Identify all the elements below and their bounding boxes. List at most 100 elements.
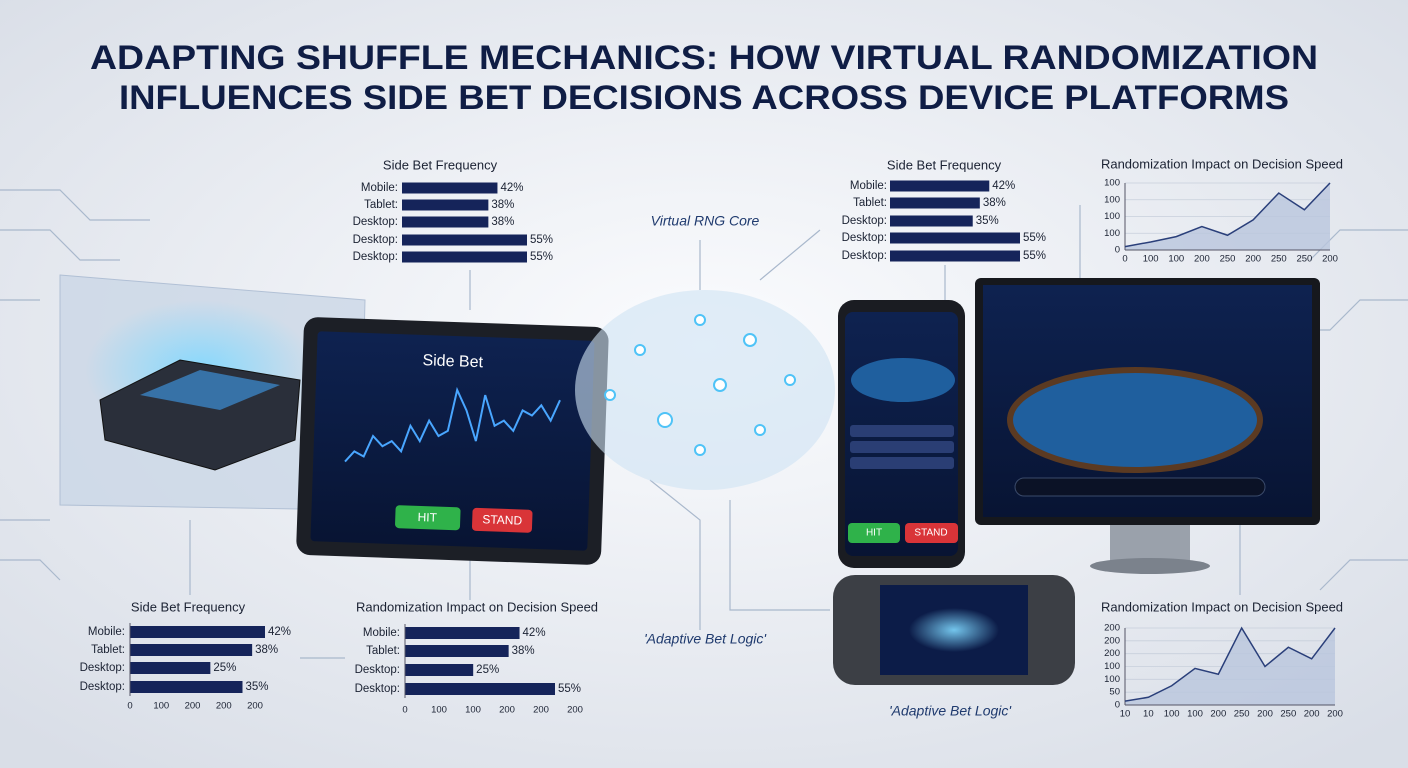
chart-title: Randomization Impact on Decision Speed <box>356 599 598 614</box>
phone-table <box>851 358 955 402</box>
value-label: 25% <box>476 664 499 676</box>
x-tick-label: 200 <box>1257 709 1273 720</box>
value-label: 42% <box>992 180 1015 192</box>
stand-button <box>471 507 533 533</box>
x-tick-label: 250 <box>1280 709 1296 720</box>
tablet-screen <box>310 331 595 551</box>
category-label: Desktop: <box>353 216 398 228</box>
category-label: Desktop: <box>80 681 125 693</box>
bar <box>402 251 527 263</box>
value-label: 38% <box>491 216 514 228</box>
monitor-chip-bar <box>1014 477 1266 497</box>
phone-hit-label: HIT <box>866 528 882 539</box>
axis-label: 100 <box>153 701 169 712</box>
tablet-title: Side Bet <box>422 352 484 371</box>
category-label: Desktop: <box>842 232 887 244</box>
title-line: INFLUENCES SIDE BET DECISIONS ACROSS DEV… <box>119 79 1289 117</box>
y-axis-label: 200 <box>1104 635 1120 646</box>
y-axis-label: 200 <box>1104 648 1120 659</box>
value-label: 55% <box>1023 232 1046 244</box>
bar <box>890 180 990 192</box>
adaptive-label: 'Adaptive Bet Logic' <box>644 631 767 647</box>
bar <box>405 645 509 657</box>
x-tick-label: 100 <box>1168 254 1184 265</box>
x-tick-label: 200 <box>1245 254 1261 265</box>
chart-title: Side Bet Frequency <box>131 599 246 614</box>
bar <box>890 250 1020 262</box>
category-label: Mobile: <box>361 182 398 194</box>
handheld-glow <box>909 608 999 652</box>
y-axis-label: 200 <box>1104 623 1120 634</box>
bar <box>402 216 489 228</box>
phone-hit-button <box>848 523 900 543</box>
x-tick-label: 100 <box>1143 254 1159 265</box>
phone-stand-button <box>905 523 958 543</box>
y-axis-label: 100 <box>1104 228 1120 239</box>
stand-label: STAND <box>482 512 523 527</box>
category-label: Desktop: <box>353 251 398 263</box>
axis-label: 200 <box>185 701 201 712</box>
axis-label: 200 <box>567 705 583 716</box>
bar <box>130 662 211 674</box>
bar <box>405 664 474 676</box>
bar <box>890 232 1020 244</box>
value-label: 38% <box>512 645 535 657</box>
x-tick-label: 250 <box>1220 254 1236 265</box>
value-label: 42% <box>523 627 546 639</box>
area <box>1125 628 1335 705</box>
y-axis-label: 100 <box>1104 211 1120 222</box>
bar <box>402 182 498 194</box>
category-label: Tablet: <box>366 645 400 657</box>
category-label: Mobile: <box>363 627 400 639</box>
value-label: 38% <box>255 644 278 656</box>
chart-title: Side Bet Frequency <box>383 157 498 172</box>
bar <box>130 681 243 693</box>
bar <box>405 627 520 639</box>
value-label: 55% <box>530 251 553 263</box>
category-label: Desktop: <box>80 662 125 674</box>
axis-label: 100 <box>465 705 481 716</box>
x-tick-label: 100 <box>1164 709 1180 720</box>
hit-label: HIT <box>417 510 437 525</box>
x-tick-label: 200 <box>1210 709 1226 720</box>
adaptive-label: 'Adaptive Bet Logic' <box>889 703 1012 719</box>
rng-core-label: Virtual RNG Core <box>651 213 760 229</box>
chart-title: Randomization Impact on Decision Speed <box>1101 599 1343 614</box>
x-tick-label: 10 <box>1143 709 1154 720</box>
category-label: Tablet: <box>364 199 398 211</box>
x-tick-label: 200 <box>1322 254 1338 265</box>
hit-button <box>395 505 461 531</box>
category-label: Tablet: <box>91 644 125 656</box>
phone-rows <box>850 425 954 469</box>
x-tick-label: 200 <box>1327 709 1343 720</box>
x-tick-label: 250 <box>1271 254 1287 265</box>
value-label: 55% <box>558 683 581 695</box>
category-label: Mobile: <box>88 626 125 638</box>
y-axis-label: 100 <box>1104 178 1120 189</box>
category-label: Mobile: <box>850 180 887 192</box>
value-label: 55% <box>530 234 553 246</box>
y-axis-label: 100 <box>1104 194 1120 205</box>
line <box>344 386 561 463</box>
y-axis-label: 0 <box>1115 700 1120 711</box>
shuffler-slot <box>140 370 280 410</box>
bar <box>130 626 265 638</box>
chart-title: Side Bet Frequency <box>887 157 1002 172</box>
axis-label: 200 <box>499 705 515 716</box>
bar <box>402 234 527 246</box>
axis-label: 200 <box>247 701 263 712</box>
area <box>1125 183 1330 250</box>
value-label: 42% <box>500 182 523 194</box>
title-line: ADAPTING SHUFFLE MECHANICS: HOW VIRTUAL … <box>90 39 1318 77</box>
x-tick-label: 250 <box>1296 254 1312 265</box>
brain-nodes <box>604 314 796 456</box>
bar <box>405 683 555 695</box>
value-label: 55% <box>1023 250 1046 262</box>
axis-label: 0 <box>127 701 132 712</box>
y-axis-label: 100 <box>1104 674 1120 685</box>
bar <box>402 199 489 211</box>
axis-label: 200 <box>533 705 549 716</box>
x-tick-label: 10 <box>1120 709 1131 720</box>
